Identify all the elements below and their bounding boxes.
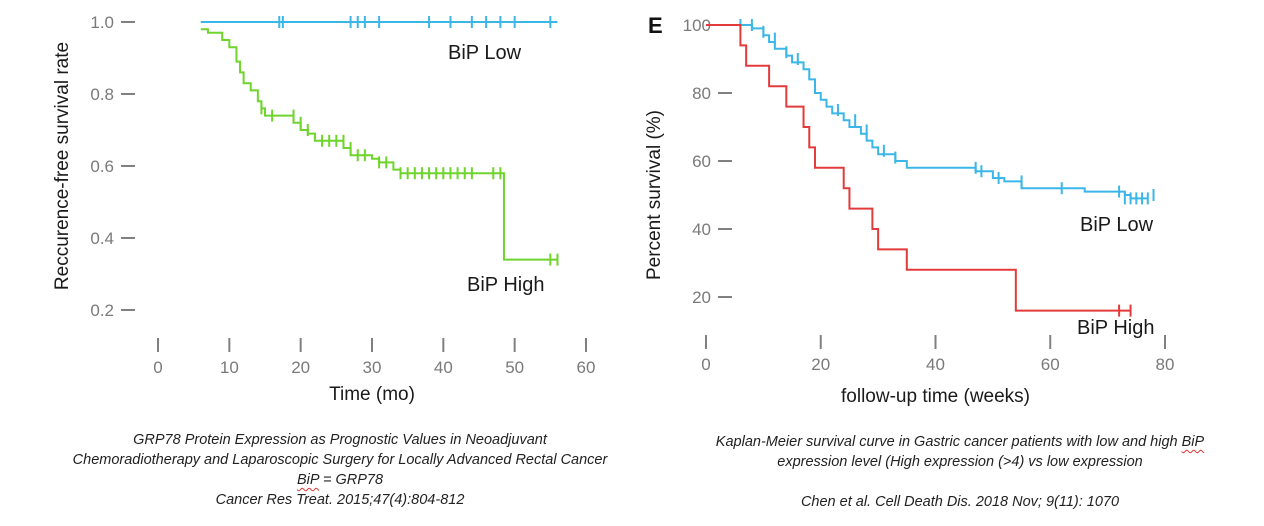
series-label-bip-low: BiP Low [1080,214,1154,236]
series-label-bip-high: BiP High [1077,317,1154,339]
y-axis-title: Reccurence-free survival rate [52,42,73,290]
series-label-bip-high: BiP High [467,274,544,296]
panel-letter: E [648,13,663,38]
x-tick-label: 40 [926,355,945,374]
right-caption-text: Kaplan-Meier survival curve in Gastric c… [715,434,1182,450]
right-caption-line-2: expression level (High expression (>4) v… [777,454,1143,470]
left-caption-title-2: Chemoradiotherapy and Laparoscopic Surge… [72,452,608,468]
left-caption-citation: Cancer Res Treat. 2015;47(4):804-812 [215,492,465,508]
x-tick-label: 40 [434,358,453,377]
x-tick-label: 0 [153,358,162,377]
x-axis-title: Time (mo) [329,384,415,405]
x-tick-label: 10 [220,358,239,377]
left-caption-note: BiP = GRP78 [60,470,620,490]
y-tick-label: 0.2 [90,301,114,320]
x-tick-label: 60 [1041,355,1060,374]
x-tick-label: 0 [701,355,710,374]
x-tick-label: 50 [505,358,524,377]
y-tick-label: 60 [692,152,711,171]
y-tick-label: 1.0 [90,13,114,32]
x-tick-label: 20 [291,358,310,377]
y-tick-label: 80 [692,84,711,103]
x-tick-label: 20 [811,355,830,374]
right-caption: Kaplan-Meier survival curve in Gastric c… [660,432,1260,512]
survival-curve-bip-low [706,24,1148,200]
left-caption-title-1: GRP78 Protein Expression as Prognostic V… [133,432,547,448]
y-tick-label: 20 [692,288,711,307]
left-caption: GRP78 Protein Expression as Prognostic V… [60,430,620,510]
x-tick-label: 60 [577,358,596,377]
x-tick-label: 30 [363,358,382,377]
left-caption-bip: BiP [296,472,319,488]
right-caption-citation: Chen et al. Cell Death Dis. 2018 Nov; 9(… [800,494,1120,510]
y-tick-label: 0.6 [90,157,114,176]
x-axis-title: follow-up time (weeks) [841,386,1030,407]
survival-curve-bip-high [706,24,1131,312]
y-axis-title: Percent survival (%) [644,110,665,280]
right-caption-bip: BiP [1181,434,1205,450]
y-tick-label: 100 [683,16,711,35]
right-caption-line-1: Kaplan-Meier survival curve in Gastric c… [660,432,1260,452]
x-tick-label: 80 [1156,355,1175,374]
y-tick-label: 40 [692,220,711,239]
left-chart: 0.2 0.4 0.6 0.8 1.0 0 10 20 30 40 50 60 Reccurence-f… [52,13,595,405]
y-tick-label: 0.8 [90,85,114,104]
series-label-bip-low: BiP Low [448,42,522,64]
left-caption-gene: = GRP78 [318,472,384,488]
y-tick-label: 0.4 [90,229,114,248]
right-chart: 20 40 60 80 100 0 20 40 60 80 Percent survival (%)… [644,13,1174,407]
